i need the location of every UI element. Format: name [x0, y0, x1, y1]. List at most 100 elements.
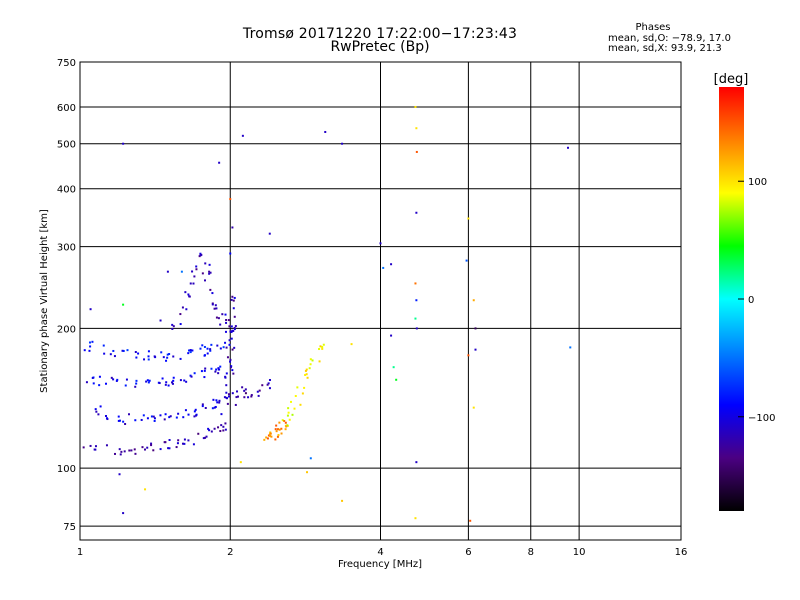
data-point [341, 499, 344, 502]
colorbar-tick-label: 100 [748, 177, 767, 188]
trace-point [219, 323, 222, 326]
data-point [379, 242, 382, 245]
trace-point [219, 347, 222, 350]
trace-point [229, 358, 232, 361]
trace-point [147, 358, 150, 361]
trace-point [94, 408, 97, 411]
data-point [395, 378, 398, 381]
trace-point [181, 306, 184, 309]
trace-point [201, 405, 204, 408]
trace-point [219, 430, 222, 433]
trace-point [224, 330, 227, 333]
trace-point [130, 449, 133, 452]
trace-point [135, 379, 138, 382]
data-point [414, 105, 417, 108]
trace-point [165, 381, 168, 384]
trace-point [185, 308, 188, 311]
chart-subtitle: RwPretec (Bp) [330, 39, 430, 55]
data-point [231, 226, 234, 229]
colorbar-ticks: −100 0 100 [738, 177, 775, 424]
trace-point [183, 379, 186, 382]
trace-point [128, 449, 131, 452]
data-point [414, 317, 417, 320]
data-point [415, 461, 418, 464]
trace-point [179, 357, 182, 360]
trace-point [164, 383, 167, 386]
trace-point [152, 449, 155, 452]
trace-point [256, 390, 259, 393]
trace-point [117, 419, 120, 422]
trace-point [231, 392, 234, 395]
trace-point [284, 428, 287, 431]
trace-point [284, 421, 287, 424]
data-point [122, 142, 125, 145]
trace-point [201, 403, 204, 406]
x-tick-label: 4 [377, 547, 383, 558]
trace-point [225, 384, 228, 387]
trace-point [288, 418, 291, 421]
trace-point [301, 392, 304, 395]
trace-point [226, 402, 229, 405]
trace-point [200, 370, 203, 373]
trace-point [168, 416, 171, 419]
trace-point [158, 382, 161, 385]
trace-point [128, 413, 131, 416]
trace-point [213, 427, 216, 430]
trace-point [193, 372, 196, 375]
trace-point [210, 367, 213, 370]
trace-point [188, 295, 191, 298]
trace-point [159, 448, 162, 451]
data-point [474, 348, 477, 351]
trace-point [88, 341, 91, 344]
trace-point [209, 348, 212, 351]
trace-point [226, 356, 229, 359]
trace-point [225, 346, 228, 349]
data-point [415, 150, 418, 153]
trace-point [228, 395, 231, 398]
trace-point [269, 432, 272, 435]
trace-point [216, 401, 219, 404]
trace-point [171, 327, 174, 330]
trace-point [91, 340, 94, 343]
trace-point [222, 346, 225, 349]
trace-point [191, 349, 194, 352]
trace-point [134, 351, 137, 354]
trace-point [299, 403, 302, 406]
trace-point [287, 411, 290, 414]
trace-point [184, 291, 187, 294]
trace-point [172, 325, 175, 328]
trace-point [83, 349, 86, 352]
trace-point [203, 354, 206, 357]
trace-point [247, 396, 250, 399]
trace-point [115, 379, 118, 382]
trace-point [293, 407, 296, 410]
trace-point [162, 356, 165, 359]
data-point [415, 127, 418, 130]
trace-point [105, 417, 108, 420]
phases-heading: Phases [635, 22, 671, 33]
trace-point [236, 395, 239, 398]
trace-point [135, 356, 138, 359]
trace-point [225, 396, 228, 399]
y-axis: 75 100 200 300 400 500 600 750 [57, 58, 76, 533]
trace-point [179, 379, 182, 382]
trace-point [163, 441, 166, 444]
trace-point [112, 378, 115, 381]
trace-point [117, 415, 120, 418]
data-point [472, 406, 475, 409]
trace-point [235, 396, 238, 399]
trace-point [230, 365, 233, 368]
trace-point [233, 296, 236, 299]
trace-point [250, 395, 253, 398]
data-point [229, 198, 232, 201]
trace-point [286, 424, 289, 427]
trace-point [150, 444, 153, 447]
trace-point [278, 421, 281, 424]
trace-point [257, 394, 260, 397]
trace-point [306, 376, 309, 379]
trace-point [171, 382, 174, 385]
data-point [465, 259, 468, 262]
trace-point [203, 376, 206, 379]
trace-point [225, 372, 228, 375]
trace-point [169, 415, 172, 418]
